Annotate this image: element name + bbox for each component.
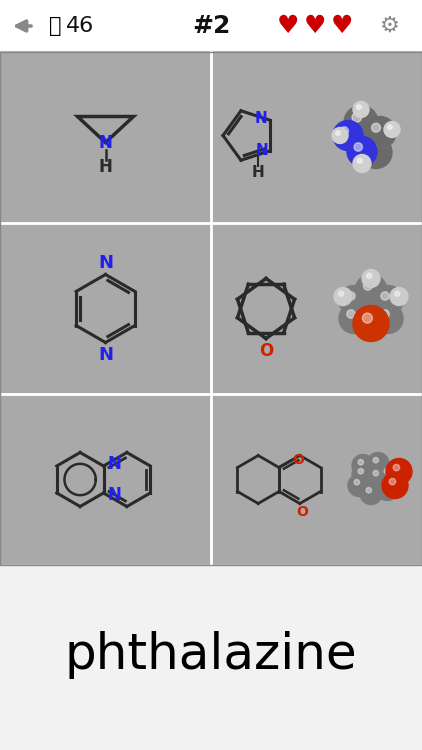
Circle shape	[367, 466, 389, 488]
Bar	[0, 0, 422, 52]
Text: O: O	[296, 506, 308, 520]
Circle shape	[373, 286, 403, 316]
Circle shape	[340, 127, 349, 135]
Text: #2: #2	[192, 14, 230, 38]
Circle shape	[373, 304, 403, 334]
Circle shape	[388, 124, 392, 129]
Text: 💡: 💡	[49, 16, 61, 36]
Text: H: H	[99, 158, 112, 176]
Bar	[0, 565, 422, 750]
Text: ♥: ♥	[277, 14, 299, 38]
Circle shape	[382, 484, 387, 489]
Text: N: N	[254, 111, 267, 126]
Text: 46: 46	[66, 16, 94, 36]
Circle shape	[373, 470, 379, 476]
Bar	[0, 52, 422, 565]
Circle shape	[376, 478, 398, 500]
Circle shape	[347, 310, 355, 318]
Text: ♥: ♥	[304, 14, 326, 38]
Text: H: H	[252, 165, 265, 180]
Circle shape	[339, 304, 369, 334]
Circle shape	[389, 478, 396, 484]
Circle shape	[357, 105, 361, 110]
Bar	[0, 52, 422, 565]
Text: ⚙: ⚙	[380, 16, 400, 36]
Circle shape	[384, 469, 390, 474]
Circle shape	[333, 121, 363, 151]
Text: O: O	[259, 343, 273, 361]
Circle shape	[354, 142, 362, 152]
Circle shape	[353, 154, 371, 172]
Circle shape	[360, 136, 392, 169]
Circle shape	[344, 106, 378, 140]
Circle shape	[348, 475, 370, 496]
Circle shape	[386, 458, 412, 484]
Text: phthalazine: phthalazine	[65, 631, 357, 679]
Circle shape	[381, 292, 389, 300]
Text: N: N	[99, 134, 112, 152]
Circle shape	[368, 143, 376, 152]
Circle shape	[362, 313, 373, 323]
Circle shape	[339, 291, 344, 296]
Circle shape	[355, 274, 387, 307]
Circle shape	[381, 310, 389, 318]
Circle shape	[371, 123, 381, 132]
Circle shape	[384, 122, 400, 137]
Circle shape	[382, 472, 408, 499]
Text: N: N	[98, 254, 113, 272]
Circle shape	[352, 464, 374, 485]
Text: O: O	[292, 454, 304, 467]
Circle shape	[393, 464, 400, 471]
Text: N: N	[255, 143, 268, 158]
Circle shape	[339, 286, 369, 316]
Circle shape	[363, 281, 372, 290]
Circle shape	[357, 158, 362, 164]
Text: N: N	[108, 486, 122, 504]
Circle shape	[358, 469, 363, 474]
Circle shape	[347, 136, 377, 166]
Circle shape	[353, 305, 389, 341]
Text: N: N	[98, 346, 113, 364]
Circle shape	[395, 291, 400, 296]
Text: ♥: ♥	[331, 14, 353, 38]
Circle shape	[362, 269, 380, 287]
Circle shape	[364, 116, 396, 148]
Circle shape	[332, 128, 348, 143]
Circle shape	[334, 287, 352, 305]
Circle shape	[352, 454, 374, 476]
Circle shape	[366, 488, 371, 493]
Circle shape	[373, 458, 379, 463]
Circle shape	[336, 130, 340, 135]
Circle shape	[353, 101, 369, 118]
Circle shape	[360, 482, 382, 505]
Circle shape	[378, 464, 400, 485]
Circle shape	[352, 112, 362, 122]
Circle shape	[367, 273, 372, 278]
Circle shape	[354, 479, 360, 485]
Circle shape	[347, 292, 355, 300]
Text: N: N	[108, 455, 122, 473]
Circle shape	[358, 460, 363, 465]
Circle shape	[367, 452, 389, 475]
Circle shape	[390, 287, 408, 305]
